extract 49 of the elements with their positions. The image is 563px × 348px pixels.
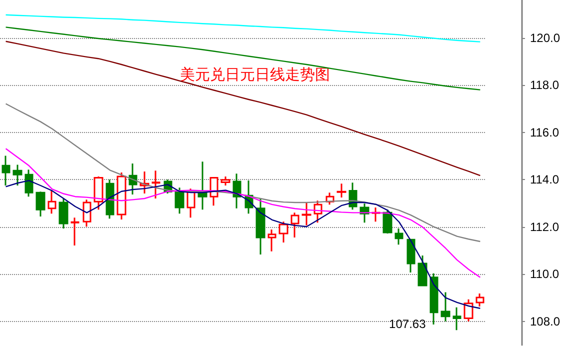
line-series <box>5 148 481 278</box>
y-tick-label: 118.0 <box>530 78 560 92</box>
line-series <box>5 26 481 90</box>
candlestick <box>382 208 392 234</box>
candlestick <box>198 160 208 210</box>
candlestick <box>290 212 300 238</box>
candlestick <box>314 200 322 224</box>
candlestick <box>12 164 22 186</box>
candlestick <box>476 292 484 308</box>
y-tick-label: 110.0 <box>530 267 560 282</box>
candlestick <box>406 238 416 274</box>
candlestick <box>268 228 276 252</box>
candlestick <box>116 172 126 220</box>
candlestick <box>48 190 56 214</box>
candlestick <box>36 190 46 218</box>
candlestick <box>128 162 138 196</box>
candlestick <box>232 172 242 210</box>
candlestick <box>336 182 346 198</box>
candlestick <box>24 168 34 198</box>
candlestick <box>452 306 462 331</box>
candlestick <box>394 228 404 246</box>
y-tick-label: 116.0 <box>530 125 560 140</box>
candlestick <box>58 198 68 230</box>
candlestick <box>70 216 80 246</box>
line-series <box>5 14 481 42</box>
y-tick-label: 114.0 <box>530 172 560 187</box>
candlestick <box>464 298 474 322</box>
candlestick <box>302 202 312 226</box>
candlestick <box>2 154 10 186</box>
candlestick <box>186 188 196 218</box>
candlestick <box>106 178 114 220</box>
y-tick-label: 120.0 <box>530 30 560 45</box>
candlestick <box>152 170 160 200</box>
y-tick-label: 108.0 <box>530 314 560 328</box>
line-series <box>5 40 481 176</box>
line-series <box>5 180 481 309</box>
candlestick <box>174 186 184 214</box>
candlestick <box>440 292 450 322</box>
candlestick <box>418 254 428 286</box>
candlestick <box>278 220 288 244</box>
candlestick <box>430 272 438 326</box>
text: 美元兑日元日线走势图 <box>180 66 330 84</box>
annotation: 107.63 <box>389 317 426 332</box>
candlestick <box>256 198 266 256</box>
candlestick <box>82 198 92 228</box>
candlestick <box>220 176 230 186</box>
candlestick <box>210 176 218 206</box>
candlestick <box>94 176 104 210</box>
y-tick-label: 112.0 <box>530 220 560 234</box>
